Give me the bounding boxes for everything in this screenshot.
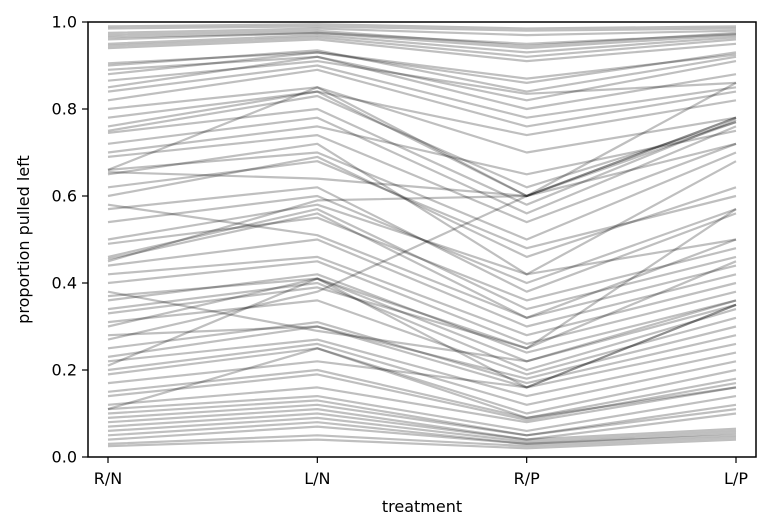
series-line-31 [107, 194, 737, 285]
series-line-71 [107, 290, 737, 363]
series-line-66 [107, 438, 737, 450]
series-line-41 [107, 273, 737, 354]
y-axis: 0.0 0.2 0.4 0.6 0.8 1.0 [52, 13, 88, 467]
series-line-14 [107, 55, 737, 111]
series-line-68 [107, 277, 737, 389]
series-line-23 [107, 125, 737, 176]
y-tick-label: 0.2 [52, 361, 77, 380]
series-line-12 [107, 55, 737, 102]
series-line-24 [107, 134, 737, 224]
series-line-18 [107, 90, 737, 137]
series-line-63 [107, 421, 737, 445]
series-line-48 [107, 321, 737, 385]
y-tick-label: 0.0 [52, 448, 77, 467]
series-lines [107, 23, 737, 450]
series-line-40 [107, 277, 737, 363]
series-line-22 [107, 116, 737, 215]
y-axis-label: proportion pulled left [14, 155, 33, 324]
series-line-39 [107, 260, 737, 345]
series-line-57 [107, 395, 737, 432]
x-axis: R/N L/N R/P L/P [94, 457, 748, 488]
series-line-49 [107, 325, 737, 389]
series-line-1 [107, 23, 737, 30]
series-line-43 [107, 260, 737, 350]
series-line-58 [107, 399, 737, 437]
y-tick-label: 0.8 [52, 100, 77, 119]
series-line-65 [107, 434, 737, 448]
series-line-64 [107, 425, 737, 445]
series-line-70 [107, 51, 737, 85]
y-tick-label: 0.6 [52, 187, 77, 206]
series-line-19 [107, 90, 737, 198]
series-line-46 [107, 325, 737, 380]
series-line-28 [107, 160, 737, 250]
series-line-26 [107, 116, 737, 198]
series-line-30 [107, 186, 737, 293]
series-line-54 [107, 368, 737, 419]
series-line-8 [107, 36, 737, 58]
series-line-10 [107, 51, 737, 80]
series-line-67 [107, 347, 737, 419]
series-line-44 [107, 299, 737, 376]
series-line-6 [107, 31, 737, 45]
series-line-53 [107, 303, 737, 389]
series-line-17 [107, 86, 737, 154]
series-line-20 [107, 94, 737, 189]
series-line-35 [107, 212, 737, 319]
series-line-33 [107, 216, 737, 302]
series-line-15 [107, 64, 737, 119]
series-line-27 [107, 142, 737, 276]
x-tick-label: L/P [724, 469, 748, 488]
series-line-7 [107, 33, 737, 54]
series-line-56 [107, 386, 737, 424]
series-line-13 [107, 59, 737, 95]
series-line-38 [107, 255, 737, 337]
series-line-37 [107, 238, 737, 328]
x-tick-label: L/N [304, 469, 330, 488]
series-line-72 [107, 203, 737, 319]
x-axis-label: treatment [382, 497, 462, 516]
series-line-5 [107, 31, 737, 50]
series-line-59 [107, 403, 737, 437]
series-line-3 [107, 27, 737, 37]
series-line-60 [107, 408, 737, 441]
series-line-32 [107, 203, 737, 276]
series-line-11 [107, 49, 737, 93]
y-tick-label: 1.0 [52, 13, 77, 32]
series-line-21 [107, 107, 737, 206]
series-line-45 [107, 208, 737, 350]
x-tick-label: R/P [514, 469, 541, 488]
series-line-34 [107, 208, 737, 311]
x-tick-label: R/N [94, 469, 122, 488]
series-line-9 [107, 38, 737, 63]
plot-frame [87, 21, 757, 458]
series-line-29 [107, 155, 737, 258]
series-line-4 [107, 29, 737, 48]
series-line-52 [107, 347, 737, 415]
series-line-55 [107, 373, 737, 422]
series-line-25 [107, 151, 737, 241]
series-line-2 [107, 25, 737, 32]
series-line-61 [107, 412, 737, 441]
series-line-69 [107, 81, 737, 198]
series-line-62 [107, 416, 737, 443]
series-line-42 [107, 281, 737, 372]
series-line-16 [107, 68, 737, 128]
y-tick-label: 0.4 [52, 274, 77, 293]
series-line-47 [107, 142, 737, 341]
series-line-50 [107, 338, 737, 398]
series-line-51 [107, 342, 737, 406]
series-line-36 [107, 121, 737, 263]
